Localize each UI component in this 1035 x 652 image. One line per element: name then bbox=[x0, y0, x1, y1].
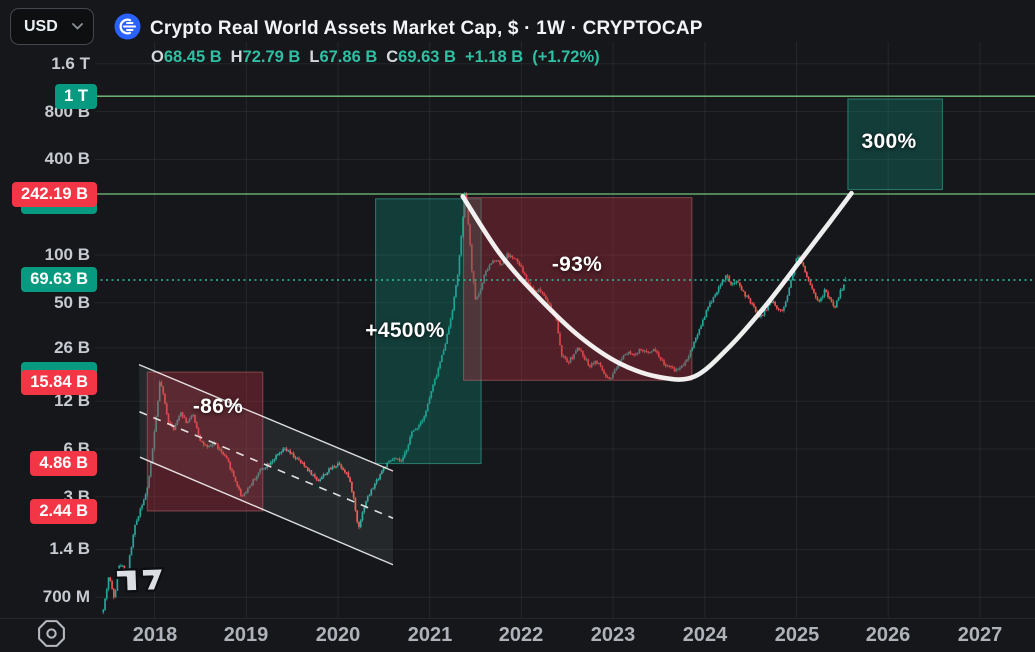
change-percent: (+1.72%) bbox=[532, 48, 600, 66]
high-value: 72.79 B bbox=[242, 48, 301, 66]
time-axis-separator bbox=[0, 618, 1035, 619]
tradingview-logo[interactable] bbox=[114, 564, 167, 596]
close-value: 69.63 B bbox=[398, 48, 456, 66]
change-value: +1.18 B bbox=[464, 48, 524, 66]
ohlc-row: O68.45 B H72.79 B L67.86 B C69.63 B +1.1… bbox=[151, 48, 600, 67]
close-label: C bbox=[386, 48, 399, 66]
open-value: 68.45 B bbox=[163, 48, 222, 66]
octagon-settings-icon[interactable] bbox=[36, 618, 67, 649]
chevron-down-icon bbox=[72, 23, 83, 30]
chart-title[interactable]: Crypto Real World Assets Market Cap, $ ·… bbox=[150, 18, 703, 39]
low-label: L bbox=[309, 48, 320, 66]
high-label: H bbox=[230, 48, 243, 66]
low-value: 67.86 B bbox=[319, 48, 378, 66]
open-label: O bbox=[151, 48, 164, 66]
cryptocap-logo-icon bbox=[114, 13, 141, 45]
currency-label: USD bbox=[24, 17, 58, 35]
currency-selector[interactable]: USD bbox=[10, 8, 94, 45]
